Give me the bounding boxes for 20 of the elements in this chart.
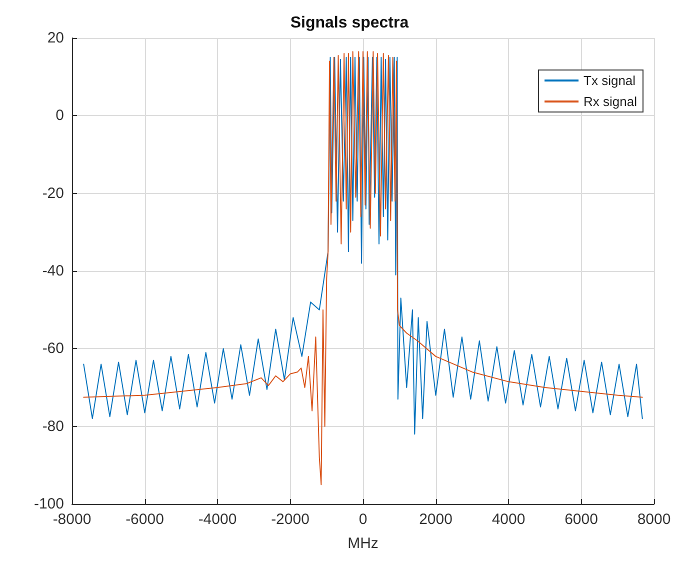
- x-tick-label: 6000: [564, 511, 598, 528]
- legend-label: Tx signal: [584, 73, 636, 88]
- legend-label: Rx signal: [584, 94, 638, 109]
- y-tick-label: -100: [34, 496, 64, 512]
- x-tick-label: 0: [358, 511, 368, 528]
- x-tick-label: -6000: [126, 511, 164, 528]
- x-tick-label: -4000: [198, 511, 237, 528]
- chart-title: Signals spectra: [290, 14, 409, 32]
- y-tick-label: -40: [42, 262, 64, 280]
- x-tick-label: 8000: [637, 511, 671, 528]
- y-tick-label: -60: [42, 340, 64, 358]
- y-tick-label: 0: [56, 107, 64, 124]
- x-tick-label: -8000: [52, 511, 92, 528]
- y-tick-label: -80: [42, 418, 64, 435]
- y-tick-label: 20: [47, 30, 64, 46]
- x-tick-label: 4000: [492, 511, 526, 528]
- x-axis-title: MHz: [348, 535, 378, 552]
- x-tick-label: -2000: [271, 511, 310, 528]
- x-tick-label: 2000: [419, 511, 452, 528]
- y-tick-label: -20: [42, 184, 64, 202]
